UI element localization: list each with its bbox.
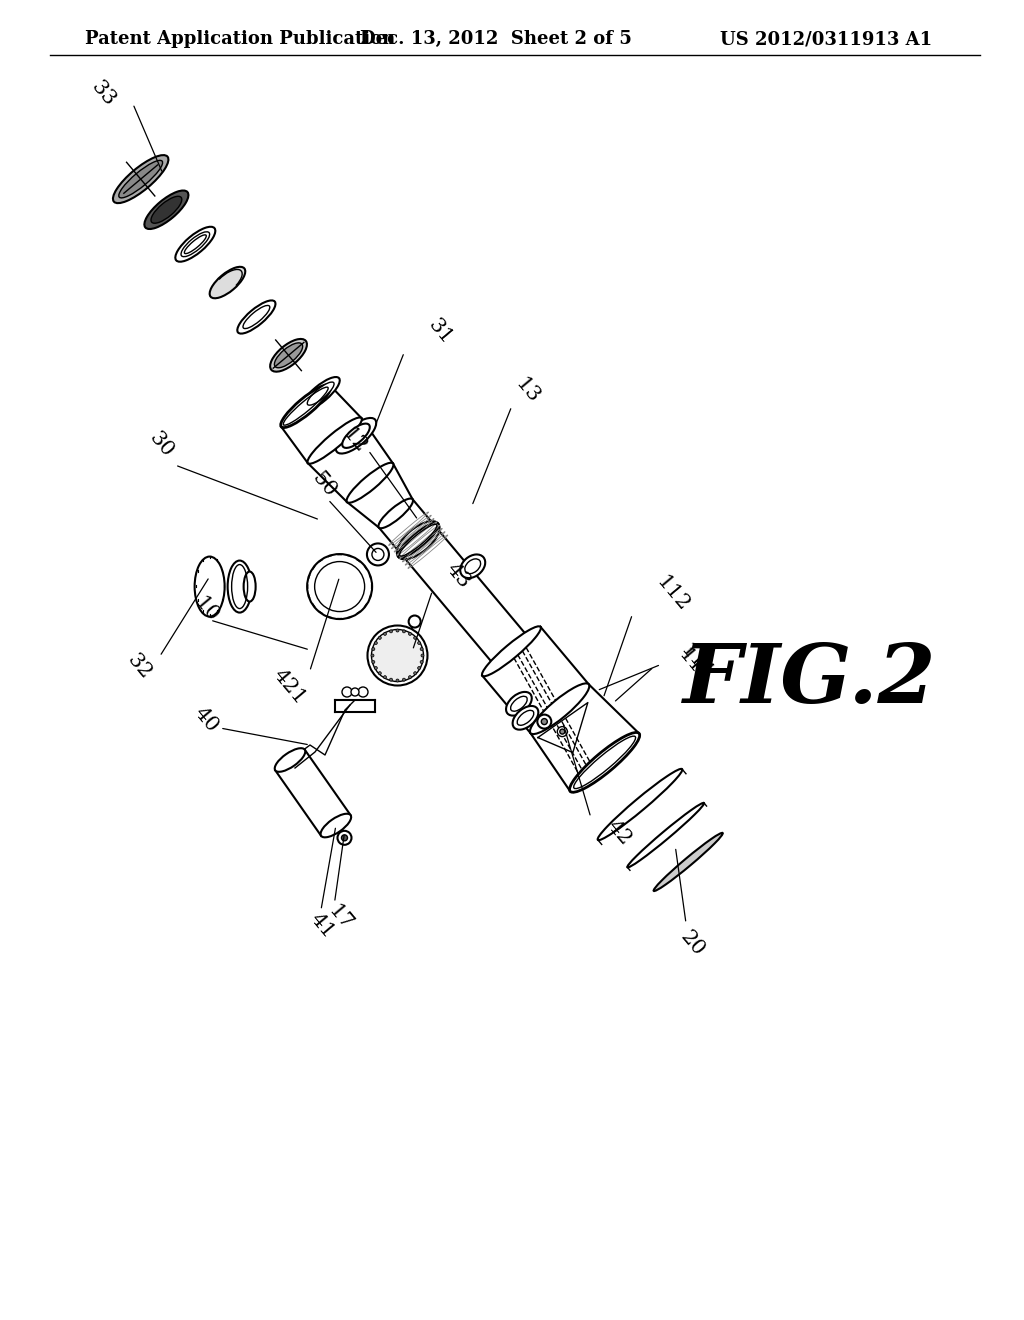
Ellipse shape (113, 154, 168, 203)
Ellipse shape (151, 197, 182, 223)
Text: 41: 41 (306, 909, 338, 942)
Ellipse shape (409, 615, 421, 627)
Ellipse shape (314, 561, 365, 611)
Text: US 2012/0311913 A1: US 2012/0311913 A1 (720, 30, 932, 48)
Ellipse shape (358, 686, 368, 697)
Ellipse shape (372, 548, 384, 561)
Ellipse shape (389, 630, 392, 632)
Ellipse shape (598, 768, 682, 840)
Ellipse shape (530, 684, 589, 734)
Ellipse shape (244, 572, 256, 602)
Ellipse shape (396, 678, 399, 682)
Text: 31: 31 (424, 315, 456, 348)
Text: FIG.2: FIG.2 (683, 640, 937, 719)
Ellipse shape (542, 718, 547, 725)
Ellipse shape (414, 636, 417, 639)
Ellipse shape (418, 667, 421, 669)
Text: 12: 12 (338, 424, 370, 457)
Ellipse shape (119, 160, 163, 198)
Ellipse shape (402, 630, 406, 632)
Ellipse shape (397, 521, 439, 560)
Ellipse shape (420, 648, 423, 651)
Text: 11: 11 (674, 645, 706, 678)
Ellipse shape (342, 686, 352, 697)
Ellipse shape (389, 678, 392, 681)
Text: 20: 20 (676, 928, 708, 960)
Ellipse shape (195, 557, 224, 616)
Ellipse shape (653, 833, 723, 891)
Ellipse shape (307, 417, 361, 463)
Ellipse shape (402, 678, 406, 681)
Ellipse shape (372, 630, 424, 681)
Ellipse shape (368, 626, 427, 685)
Ellipse shape (409, 632, 412, 635)
Text: Patent Application Publication: Patent Application Publication (85, 30, 395, 48)
Ellipse shape (460, 554, 485, 578)
Ellipse shape (274, 748, 305, 772)
Text: 42: 42 (603, 816, 635, 849)
Text: 421: 421 (269, 665, 309, 708)
Ellipse shape (336, 418, 376, 454)
Text: 30: 30 (145, 429, 177, 462)
Ellipse shape (342, 424, 370, 447)
Ellipse shape (378, 636, 381, 639)
Ellipse shape (495, 636, 528, 667)
Ellipse shape (409, 676, 412, 678)
Text: 32: 32 (124, 651, 156, 682)
Ellipse shape (383, 676, 386, 678)
Ellipse shape (367, 544, 389, 565)
Text: 43: 43 (442, 560, 474, 591)
Ellipse shape (341, 834, 347, 841)
Ellipse shape (346, 463, 393, 503)
Ellipse shape (375, 642, 377, 644)
Ellipse shape (418, 642, 421, 644)
Ellipse shape (270, 339, 307, 372)
Ellipse shape (560, 729, 565, 734)
Text: 40: 40 (190, 704, 221, 737)
Text: 50: 50 (308, 469, 340, 500)
Ellipse shape (371, 653, 374, 657)
Ellipse shape (210, 267, 246, 298)
Ellipse shape (281, 384, 331, 428)
Ellipse shape (372, 660, 375, 664)
Ellipse shape (414, 672, 417, 675)
Text: 17: 17 (325, 902, 356, 935)
Ellipse shape (274, 343, 303, 368)
Ellipse shape (628, 803, 705, 867)
Ellipse shape (307, 381, 334, 405)
Ellipse shape (307, 554, 372, 619)
Ellipse shape (383, 632, 386, 635)
Ellipse shape (184, 235, 206, 253)
Ellipse shape (321, 813, 351, 837)
Ellipse shape (569, 733, 640, 792)
Text: 111: 111 (676, 640, 717, 682)
Ellipse shape (396, 630, 399, 632)
Ellipse shape (372, 648, 375, 651)
Ellipse shape (144, 190, 188, 230)
Ellipse shape (227, 561, 252, 612)
Ellipse shape (302, 378, 340, 411)
Ellipse shape (351, 688, 359, 696)
Ellipse shape (557, 726, 567, 737)
Ellipse shape (513, 706, 539, 730)
Ellipse shape (506, 692, 531, 715)
Ellipse shape (338, 830, 351, 845)
Ellipse shape (421, 653, 424, 657)
Ellipse shape (379, 499, 413, 528)
Text: 10: 10 (190, 594, 222, 627)
Ellipse shape (243, 305, 269, 329)
Ellipse shape (238, 301, 275, 334)
Ellipse shape (482, 626, 541, 676)
Ellipse shape (397, 523, 438, 558)
Text: 33: 33 (87, 78, 119, 110)
Ellipse shape (375, 667, 377, 669)
Ellipse shape (420, 660, 423, 664)
Ellipse shape (378, 672, 381, 675)
Text: 112: 112 (652, 573, 693, 615)
Ellipse shape (538, 714, 551, 729)
Text: 13: 13 (512, 375, 544, 408)
Text: Dec. 13, 2012  Sheet 2 of 5: Dec. 13, 2012 Sheet 2 of 5 (360, 30, 632, 48)
Ellipse shape (175, 227, 215, 261)
